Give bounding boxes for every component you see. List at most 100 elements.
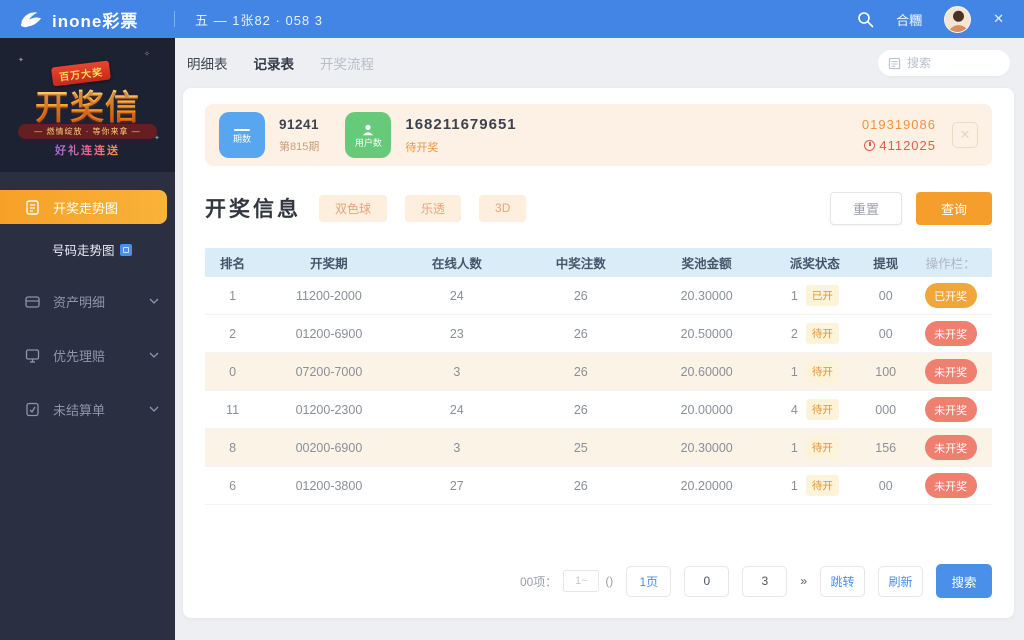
col-header: 操作栏： [925,257,976,271]
query-button[interactable]: 查询 [916,191,992,225]
page-title: 开奖信息 [205,198,301,221]
top-search-box[interactable] [878,50,1010,76]
chevron-down-icon [149,298,159,304]
action-button[interactable]: 未开奖 [924,359,977,384]
cell-rank: 0 [229,364,237,379]
dash-icon [234,128,250,131]
period-tile: 期数 [219,112,265,158]
cell-online: 3 [453,364,461,379]
sidebar-item-label: 资产明细 [53,294,106,310]
tab-detail[interactable]: 明细表 [187,57,228,72]
cell-cash: 100 [875,364,897,379]
sidebar-item-draw-trend[interactable]: 开奖走势图 [0,190,167,224]
tab-records[interactable]: 记录表 [253,57,295,72]
action-button[interactable]: 未开奖 [924,435,977,460]
tab-draw-flow[interactable]: 开奖流程 [320,57,374,72]
close-icon[interactable]: ✕ [993,11,1004,26]
page-first-button[interactable]: 1页 [626,565,672,597]
cell-times: 2 [790,326,798,341]
user-count-value: 168211679651 [405,115,517,133]
clock-icon [864,140,876,151]
tile-label: 用户数 [354,137,382,148]
action-button[interactable]: 未开奖 [924,473,977,498]
cell-pool: 20.00000 [680,402,733,417]
action-button[interactable]: 未开奖 [924,397,977,422]
sidebar-item-unsettled[interactable]: 未结算单 [0,391,175,427]
sidebar-subitem-label: 号码走势图 [52,244,115,258]
sidebar: ✦ ✧ ✦ 百万大奖 开奖信 — 燃情绽放 · 等你来拿 — 好礼连连送 开奖走… [0,38,175,640]
cell-rank: 6 [229,478,237,493]
cell-cash: 00 [878,326,893,341]
pagination-info: 00项： () [520,570,613,592]
col-header: 中奖注数 [555,257,606,271]
top-header: inone彩票 五 — 1张82 · 058 3 合糰 ✕ [0,0,1024,38]
cell-cash: 000 [875,402,897,417]
cell-win: 26 [573,326,588,341]
cell-period: 01200-3800 [295,478,363,493]
file-send-icon [26,402,39,416]
filter-chip-2[interactable]: 乐透 [405,194,462,222]
cell-win: 26 [573,478,588,493]
image-tag-icon [119,243,132,256]
section-header: 开奖信息 双色球 乐透 3D 重置 查询 [205,188,992,228]
summary-bottom-text: 4112025 [879,138,936,153]
page-jump-button[interactable]: 跳转 [820,565,865,597]
search-input[interactable] [907,56,993,70]
cell-online: 24 [449,402,464,417]
search-icon[interactable] [857,11,874,28]
cell-online: 24 [449,288,464,303]
cell-rank: 8 [229,440,237,455]
user-count-sub: 待开奖 [405,141,439,154]
sparkle-icon: ✧ [144,51,150,58]
summary-number-bottom: 4112025 [862,138,936,153]
col-header: 开奖期 [310,257,348,271]
cell-win: 25 [573,440,588,455]
tabs-row: 明细表 记录表 开奖流程 [175,38,1024,88]
reset-button[interactable]: 重置 [830,191,902,225]
user-menu-label[interactable]: 合糰 [896,12,923,28]
filter-chip-1[interactable]: 双色球 [319,194,388,222]
table-row: 6 01200-3800 27 26 20.20000 1 待开 00 未开奖 [205,467,992,505]
sidebar-item-claims[interactable]: 优先理赔 [0,337,175,373]
pagination-suffix: () [605,574,614,588]
col-header: 在线人数 [431,257,482,271]
collapse-icon[interactable]: ✕ [952,122,978,148]
status-badge: 待开 [805,323,839,344]
avatar[interactable] [944,5,972,33]
cell-pool: 20.30000 [680,288,733,303]
col-header: 提现 [873,257,899,271]
filter-chip-3[interactable]: 3D [479,194,527,222]
cell-period: 01200-2300 [295,402,363,417]
page-number-button[interactable]: 3 [742,565,788,597]
page-refresh-button[interactable]: 刷新 [878,565,923,597]
period-value: 91241 [279,116,320,132]
action-button[interactable]: 已开奖 [924,283,977,308]
period-meta: 91241 第815期 [279,117,319,154]
sidebar-item-label: 开奖走势图 [53,200,119,216]
cell-rank: 2 [229,326,237,341]
sidebar-item-assets[interactable]: 资产明细 [0,283,175,319]
cell-cash: 156 [875,440,897,455]
page-search-button[interactable]: 搜索 [936,564,992,598]
col-header: 派奖状态 [789,257,840,271]
cell-online: 23 [449,326,464,341]
cell-online: 3 [453,440,461,455]
page-number-button[interactable]: 0 [684,565,730,597]
cell-online: 27 [449,478,464,493]
brand[interactable]: inone彩票 [0,7,170,32]
cell-times: 1 [790,288,798,303]
cell-times: 1 [790,440,798,455]
summary-number-top: 019319086 [861,117,936,132]
page-size-input[interactable] [563,570,600,592]
table-row: 11 01200-2300 24 26 20.00000 4 待开 000 未开奖 [205,391,992,429]
header-divider [174,11,175,27]
promo-banner: ✦ ✧ ✦ 百万大奖 开奖信 — 燃情绽放 · 等你来拿 — 好礼连连送 [0,38,175,172]
avatar-image [945,6,971,32]
sidebar-subitem-number-trend[interactable]: 号码走势图 [0,224,175,265]
sidebar-menu: 开奖走势图 号码走势图 资产明细 优先理赔 [0,172,175,427]
action-button[interactable]: 未开奖 [924,321,977,346]
chevron-down-icon [149,406,159,412]
banner-subtitle: — 燃情绽放 · 等你来拿 — [18,124,157,139]
cell-cash: 00 [878,288,893,303]
cell-rank: 11 [226,402,240,417]
